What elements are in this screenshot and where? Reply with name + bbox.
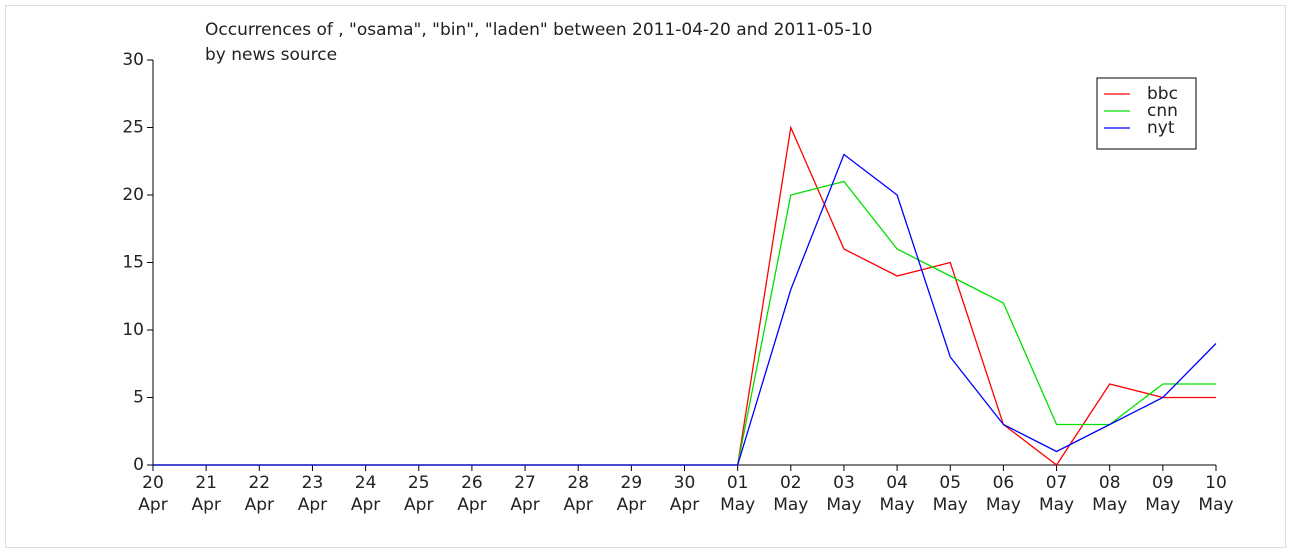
- y-tick-label: 25: [122, 118, 144, 138]
- legend-label: cnn: [1147, 101, 1178, 121]
- legend-box: [1096, 77, 1197, 150]
- series-line: [153, 180, 1216, 466]
- x-tick-label: 04: [886, 473, 908, 493]
- x-tick-label: 29: [621, 473, 643, 493]
- y-tick-label: 10: [122, 320, 144, 340]
- x-tick-label: 02: [780, 473, 802, 493]
- y-tick-label: 5: [133, 388, 144, 408]
- legend-label: bbc: [1147, 84, 1178, 104]
- x-tick-label: Apr: [670, 495, 699, 515]
- x-tick-label: May: [1198, 495, 1233, 515]
- series-line: [153, 125, 1216, 466]
- x-tick-label: 07: [1046, 473, 1068, 493]
- legend-label: nyt: [1147, 118, 1175, 138]
- y-tick-label: 20: [122, 185, 144, 205]
- y-tick-label: 15: [122, 253, 144, 273]
- x-tick-label: May: [880, 495, 915, 515]
- x-tick-label: 21: [195, 473, 217, 493]
- x-tick-label: Apr: [298, 495, 327, 515]
- x-tick-label: Apr: [138, 495, 167, 515]
- x-tick-label: 20: [142, 473, 164, 493]
- x-tick-label: May: [826, 495, 861, 515]
- x-tick-label: May: [933, 495, 968, 515]
- x-tick-label: 30: [674, 473, 696, 493]
- x-tick-label: Apr: [617, 495, 646, 515]
- x-tick-label: May: [1092, 495, 1127, 515]
- x-tick-label: May: [1145, 495, 1180, 515]
- x-tick-label: 03: [833, 473, 855, 493]
- x-tick-label: Apr: [245, 495, 274, 515]
- x-tick-label: 28: [567, 473, 589, 493]
- x-tick-label: 08: [1099, 473, 1121, 493]
- chart-title: Occurrences of , "osama", "bin", "laden"…: [205, 20, 872, 40]
- series-line: [153, 153, 1217, 466]
- x-tick-label: 26: [461, 473, 483, 493]
- x-tick-label: 05: [939, 473, 961, 493]
- x-tick-label: 25: [408, 473, 430, 493]
- y-tick-label: 30: [122, 50, 144, 70]
- x-tick-label: May: [1039, 495, 1074, 515]
- x-tick-label: 10: [1205, 473, 1227, 493]
- x-tick-label: 06: [993, 473, 1015, 493]
- x-tick-label: Apr: [404, 495, 433, 515]
- x-tick-label: 24: [355, 473, 377, 493]
- x-tick-label: May: [986, 495, 1021, 515]
- x-tick-label: May: [720, 495, 755, 515]
- x-tick-label: 09: [1152, 473, 1174, 493]
- x-tick-label: Apr: [563, 495, 592, 515]
- x-tick-label: May: [773, 495, 808, 515]
- x-tick-label: Apr: [457, 495, 486, 515]
- x-tick-label: 23: [302, 473, 324, 493]
- x-tick-label: 22: [248, 473, 270, 493]
- x-tick-label: Apr: [510, 495, 539, 515]
- y-tick-label: 0: [133, 455, 144, 475]
- frame: [5, 5, 1286, 548]
- x-tick-label: Apr: [351, 495, 380, 515]
- x-tick-label: 27: [514, 473, 536, 493]
- x-tick-label: 01: [727, 473, 749, 493]
- chart-subtitle: by news source: [205, 45, 337, 65]
- x-tick-label: Apr: [191, 495, 220, 515]
